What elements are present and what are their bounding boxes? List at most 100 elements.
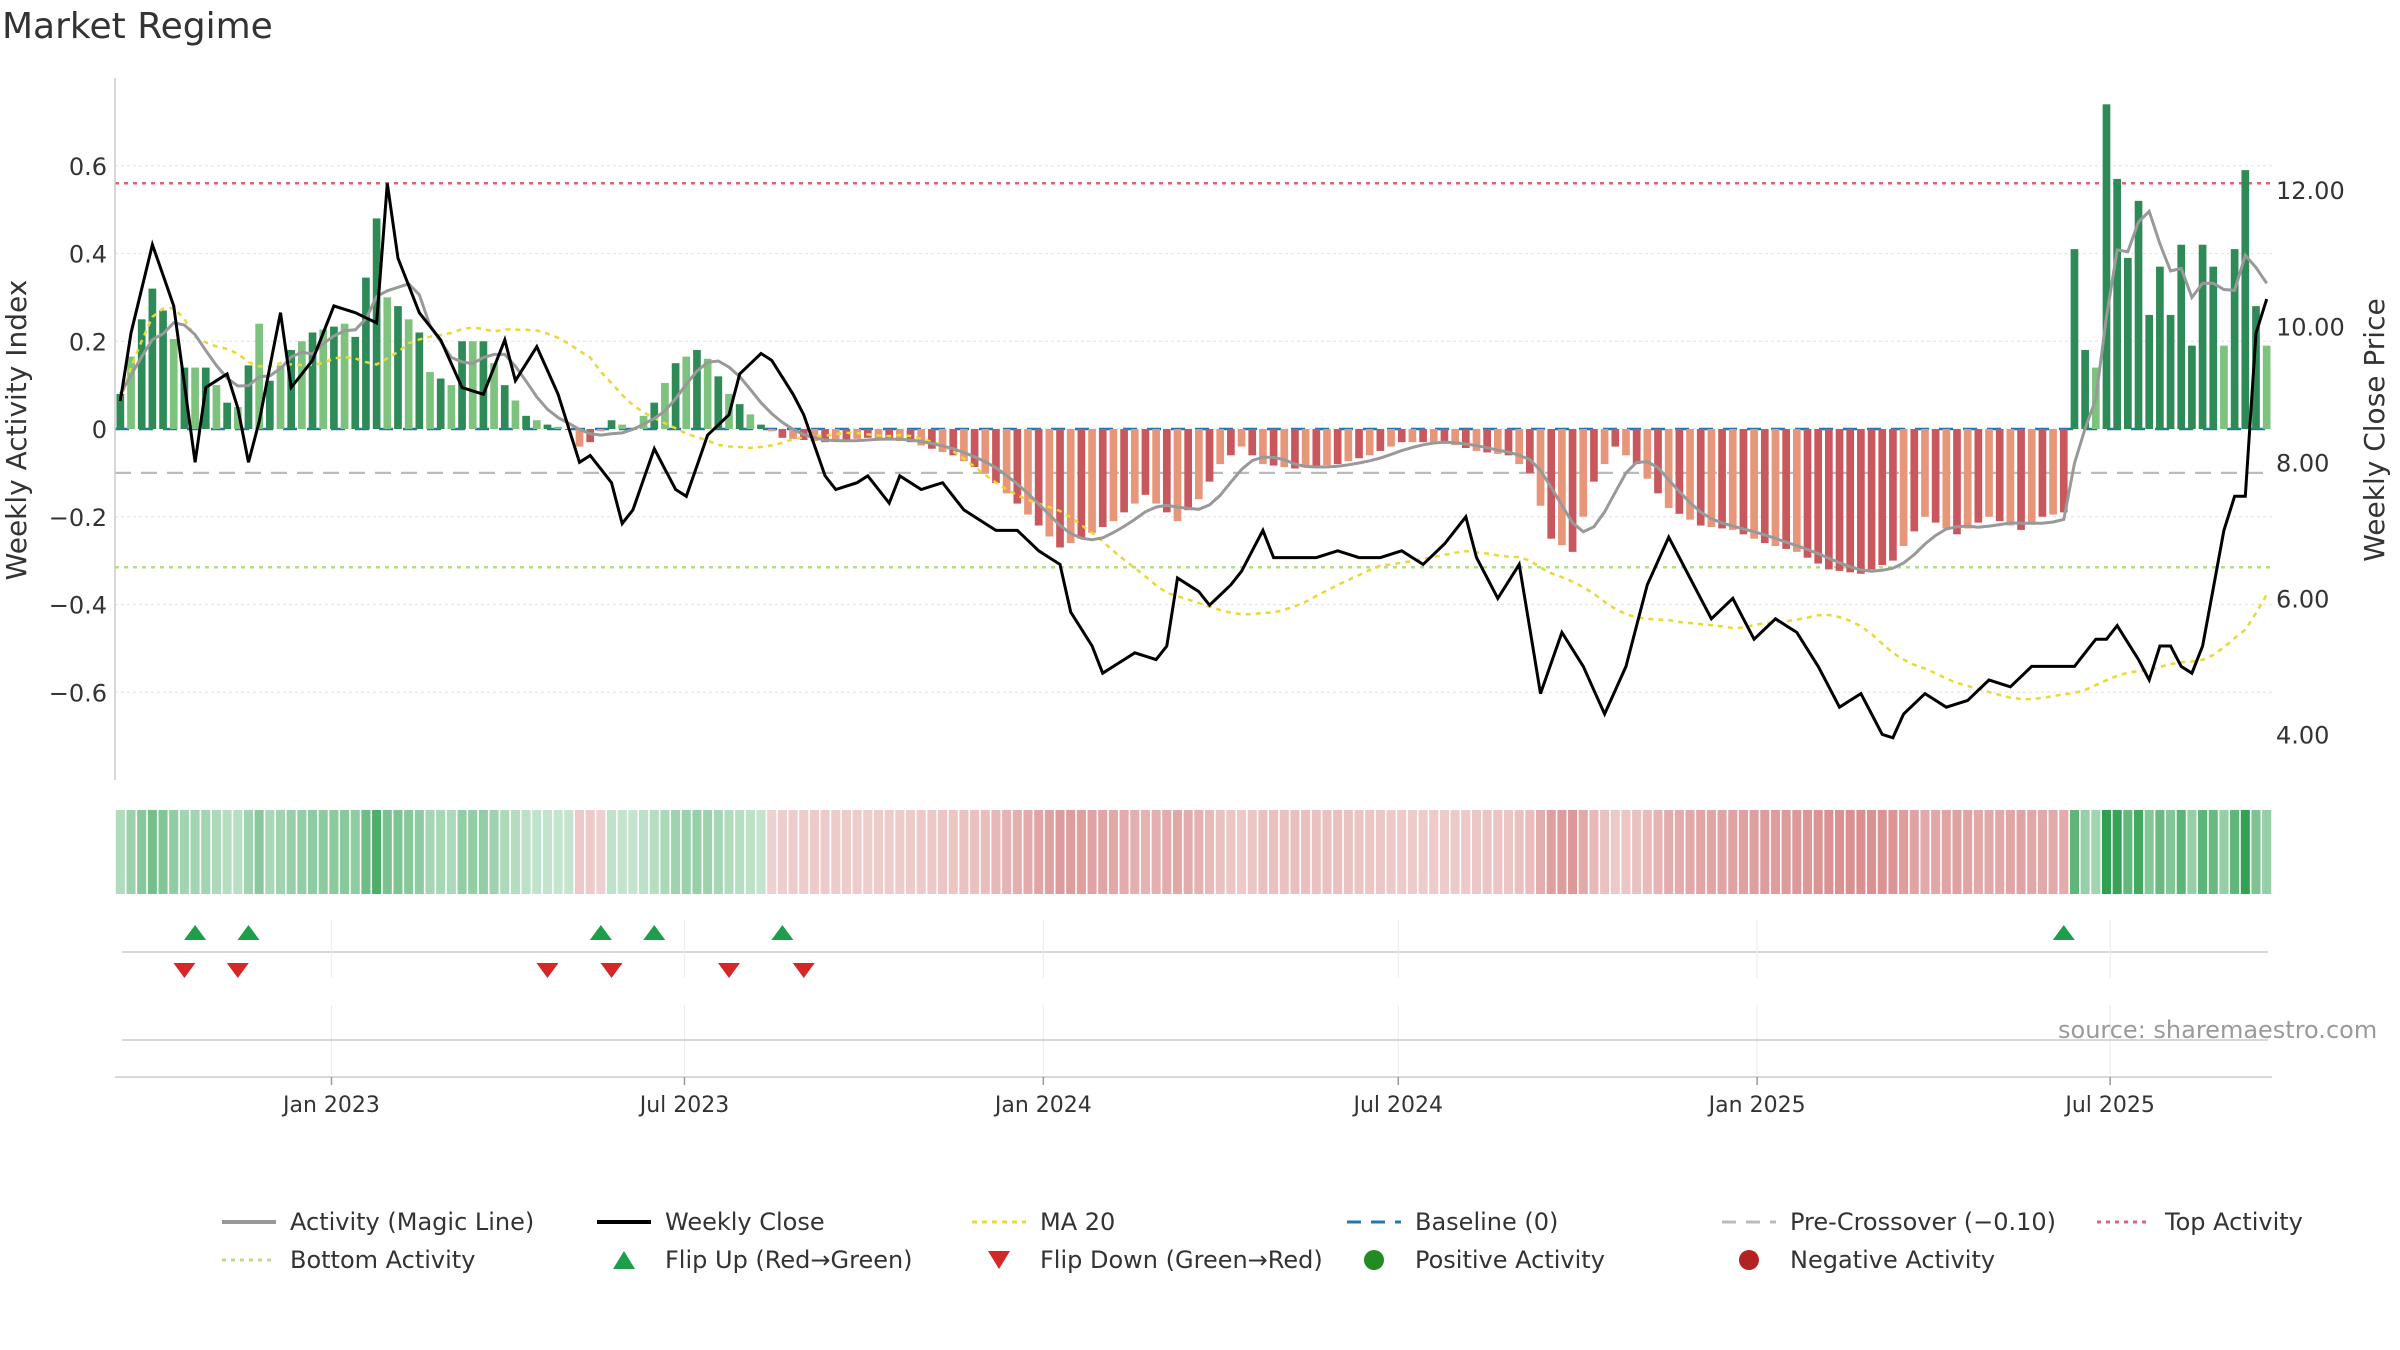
activity-bar: [169, 339, 178, 429]
heat-cell: [542, 810, 553, 894]
heat-cell: [2198, 810, 2208, 894]
heat-cell: [1397, 810, 1407, 894]
heat-cell: [2166, 810, 2176, 894]
heat-cell: [724, 810, 734, 894]
legend-item-baseline: Baseline (0): [1345, 1205, 1558, 1239]
heat-cell: [1098, 810, 1108, 894]
heat-cell: [169, 810, 179, 894]
heat-cell: [2016, 810, 2026, 894]
activity-bar: [1664, 429, 1673, 508]
heat-cell: [1610, 810, 1620, 894]
activity-bar: [2230, 249, 2239, 429]
flip-up-marker: [184, 925, 207, 940]
activity-bar: [938, 429, 947, 453]
market-regime-chart: 0.6 0.4 0.2 0 −0.2 −0.4 −0.6 12.00 10.00 8.00 6.00…: [0, 78, 2391, 1118]
activity-bar: [1472, 429, 1481, 451]
heat-cell: [2208, 810, 2218, 894]
activity-bar: [1686, 429, 1694, 520]
heat-cell: [1984, 810, 1994, 894]
activity-bar: [2198, 244, 2207, 429]
heat-cell: [585, 810, 595, 894]
activity-bar: [1878, 429, 1887, 566]
activity-bar: [1867, 429, 1876, 570]
heat-cell: [2005, 810, 2015, 894]
flipup-legend-swatch: [595, 1245, 653, 1275]
heat-cell: [2059, 810, 2069, 894]
heat-cell: [2176, 810, 2186, 894]
heat-cell: [468, 810, 478, 894]
activity-bar: [394, 306, 402, 429]
activity-bar: [1771, 429, 1780, 546]
heat-cell: [1034, 810, 1044, 894]
heat-cell: [1204, 810, 1215, 894]
activity-bar: [1707, 429, 1716, 527]
heat-cell: [275, 810, 286, 894]
heat-cell: [2048, 810, 2058, 894]
activity-bar: [1098, 429, 1107, 527]
top-legend-swatch: [2095, 1207, 2153, 1237]
heat-cell: [1802, 810, 1813, 894]
activity-bar: [842, 429, 851, 440]
heat-cell: [1685, 810, 1695, 894]
heat-cell: [1781, 810, 1791, 894]
activity-bar: [1259, 429, 1267, 465]
heat-cell: [873, 810, 884, 894]
activity-bar: [1782, 429, 1790, 549]
activity-bar: [308, 332, 317, 429]
ma20-line: [119, 306, 2268, 701]
activity-bar: [148, 288, 157, 429]
activity-bar: [351, 336, 360, 429]
ma20-legend-swatch: [970, 1207, 1028, 1237]
activity-bar: [543, 424, 552, 429]
heat-cell: [1728, 810, 1738, 894]
right-tick-label: 12.00: [2276, 177, 2345, 205]
heat-cell: [1557, 810, 1567, 894]
activity-bar: [586, 429, 595, 443]
activity-bar: [1205, 429, 1214, 482]
activity-bar: [789, 429, 797, 439]
activity-bar: [276, 365, 285, 429]
heat-cell: [649, 810, 659, 894]
heat-cell: [372, 810, 382, 894]
heat-cell: [596, 810, 606, 894]
heat-cell: [1130, 810, 1140, 894]
activity-bar: [1846, 429, 1855, 573]
activity-bar: [223, 402, 231, 429]
heat-cell: [980, 810, 990, 894]
activity-bar: [244, 365, 253, 429]
x-tick-label: Jul 2023: [638, 1093, 730, 1118]
heat-cell: [1888, 810, 1898, 894]
heat-cell: [2230, 810, 2240, 894]
close-legend-swatch: [595, 1207, 653, 1237]
heat-cell: [553, 810, 563, 894]
activity-bar: [1120, 429, 1128, 513]
heat-cell: [1536, 810, 1546, 894]
heat-cell: [1813, 810, 1823, 894]
activity-bar: [1739, 429, 1748, 535]
heat-cell: [927, 810, 937, 894]
flip-up-marker: [2052, 925, 2075, 940]
activity-bar: [330, 326, 338, 429]
heat-cell: [799, 810, 809, 894]
activity-bar: [917, 429, 926, 446]
activity-bar: [1269, 429, 1278, 466]
activity-bar: [1750, 429, 1758, 539]
activity-bar: [436, 378, 445, 429]
heat-cell: [1792, 810, 1802, 894]
heat-cell: [1568, 810, 1578, 894]
heat-cell: [1002, 810, 1012, 894]
heat-cell: [1407, 810, 1417, 894]
left-tick-label: 0.4: [69, 241, 107, 269]
heat-cell: [1044, 810, 1054, 894]
heat-cell: [788, 810, 798, 894]
activity-bar: [490, 363, 498, 429]
heat-cell: [938, 810, 948, 894]
neg-legend-swatch: [1720, 1245, 1778, 1275]
activity-bar: [639, 415, 648, 429]
heat-cell: [841, 810, 851, 894]
legend-label: Activity (Magic Line): [290, 1208, 535, 1236]
heat-cell: [2219, 810, 2229, 894]
activity-bar: [693, 350, 701, 429]
flipdown-legend-swatch: [970, 1245, 1028, 1275]
activity-bar: [2166, 314, 2175, 429]
